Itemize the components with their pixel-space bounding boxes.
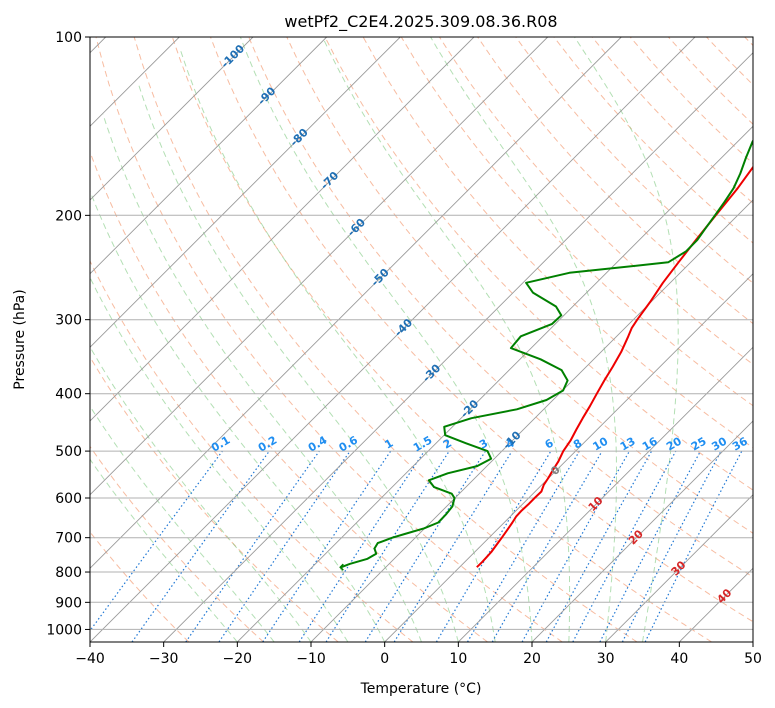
mixing-ratio-line — [521, 450, 631, 642]
moist-adiabat-line — [90, 405, 275, 642]
chart-title: wetPf2_C2E4.2025.309.08.36.R08 — [284, 12, 557, 32]
x-tick-label: 40 — [670, 651, 688, 667]
y-tick-label: 500 — [55, 444, 82, 460]
axis-ticks: −40 −30 −20 −10 0 10 20 30 40 50 100 200 300 400 500 60… — [46, 30, 762, 667]
x-tick-label: 10 — [449, 651, 467, 667]
mixing-ratio-line — [545, 450, 653, 642]
isotherm-line — [163, 52, 753, 642]
y-tick-label: 100 — [55, 30, 82, 46]
y-tick-label: 200 — [55, 208, 82, 224]
dry-adiabat-line — [210, 37, 753, 623]
x-tick-label: −30 — [149, 651, 179, 667]
moist-adiabat-line — [179, 49, 496, 642]
mixing-ratio-line — [262, 450, 392, 642]
isotherm-line — [90, 37, 622, 569]
y-tick-label: 800 — [55, 565, 82, 581]
x-tick-label: −40 — [75, 651, 105, 667]
dry-adiabat-line — [90, 356, 339, 642]
dry-adiabat-line — [171, 37, 712, 642]
dry-adiabat-line — [324, 37, 753, 491]
isotherm-line — [236, 125, 753, 642]
y-tick-label: 400 — [55, 387, 82, 403]
mixing-ratio-line — [90, 450, 223, 632]
dewpoint-profile-line — [340, 139, 753, 569]
x-tick-label: 50 — [744, 651, 762, 667]
dry-adiabat-line — [515, 37, 753, 284]
mixing-ratio-line — [185, 450, 320, 642]
y-tick-label: 600 — [55, 491, 82, 507]
moist-adiabat-line — [90, 345, 312, 642]
x-tick-label: 20 — [523, 651, 541, 667]
series-layer — [339, 139, 753, 571]
grid-layer — [90, 37, 753, 642]
isotherm-line — [605, 494, 753, 642]
x-tick-label: 30 — [597, 651, 615, 667]
temperature-profile-line — [476, 165, 753, 568]
moist-adiabat-line — [137, 83, 459, 642]
plot-frame — [89, 36, 754, 643]
x-axis-title: Temperature (°C) — [360, 681, 482, 697]
isotherm-line — [90, 37, 696, 642]
mixing-ratio-line — [393, 450, 513, 642]
moist-adiabat-line — [574, 37, 679, 642]
dry-adiabat-line — [95, 37, 563, 642]
moist-adiabat-line — [322, 37, 571, 642]
isotherm-line — [90, 37, 328, 275]
isotherm-line — [90, 37, 401, 348]
moist-adiabat-line — [239, 37, 533, 642]
dry-adiabat-line — [286, 37, 753, 534]
y-tick-label: 700 — [55, 531, 82, 547]
isotherm-line — [90, 37, 549, 496]
mixing-ratio-line — [325, 450, 450, 642]
mixing-ratio-line — [644, 450, 743, 642]
isotherm-line — [90, 37, 254, 201]
isotherm-line — [90, 37, 475, 422]
x-tick-label: −20 — [223, 651, 253, 667]
y-tick-label: 300 — [55, 313, 82, 329]
dry-adiabat-line — [90, 259, 414, 642]
mixing-ratio-line — [218, 450, 351, 642]
isotherm-line — [384, 273, 753, 642]
isotherm-line — [531, 420, 753, 642]
y-tick-label: 900 — [55, 595, 82, 611]
dewpoint-end-marker — [339, 563, 344, 571]
dry-adiabat-line — [90, 445, 264, 642]
mixing-ratio-line — [572, 450, 677, 642]
isotherm-line — [310, 199, 753, 642]
dry-adiabat-line — [248, 37, 753, 578]
x-tick-label: −10 — [296, 651, 326, 667]
moist-adiabat-line — [102, 114, 422, 642]
isotherm-line — [457, 346, 753, 642]
mixing-ratio-line — [131, 450, 270, 642]
moist-adiabat-line — [430, 37, 617, 642]
y-axis-title: Pressure (hPa) — [12, 289, 28, 389]
x-tick-label: 0 — [380, 651, 389, 667]
moist-adiabat-line — [90, 276, 349, 642]
y-tick-label: 1000 — [46, 622, 82, 638]
